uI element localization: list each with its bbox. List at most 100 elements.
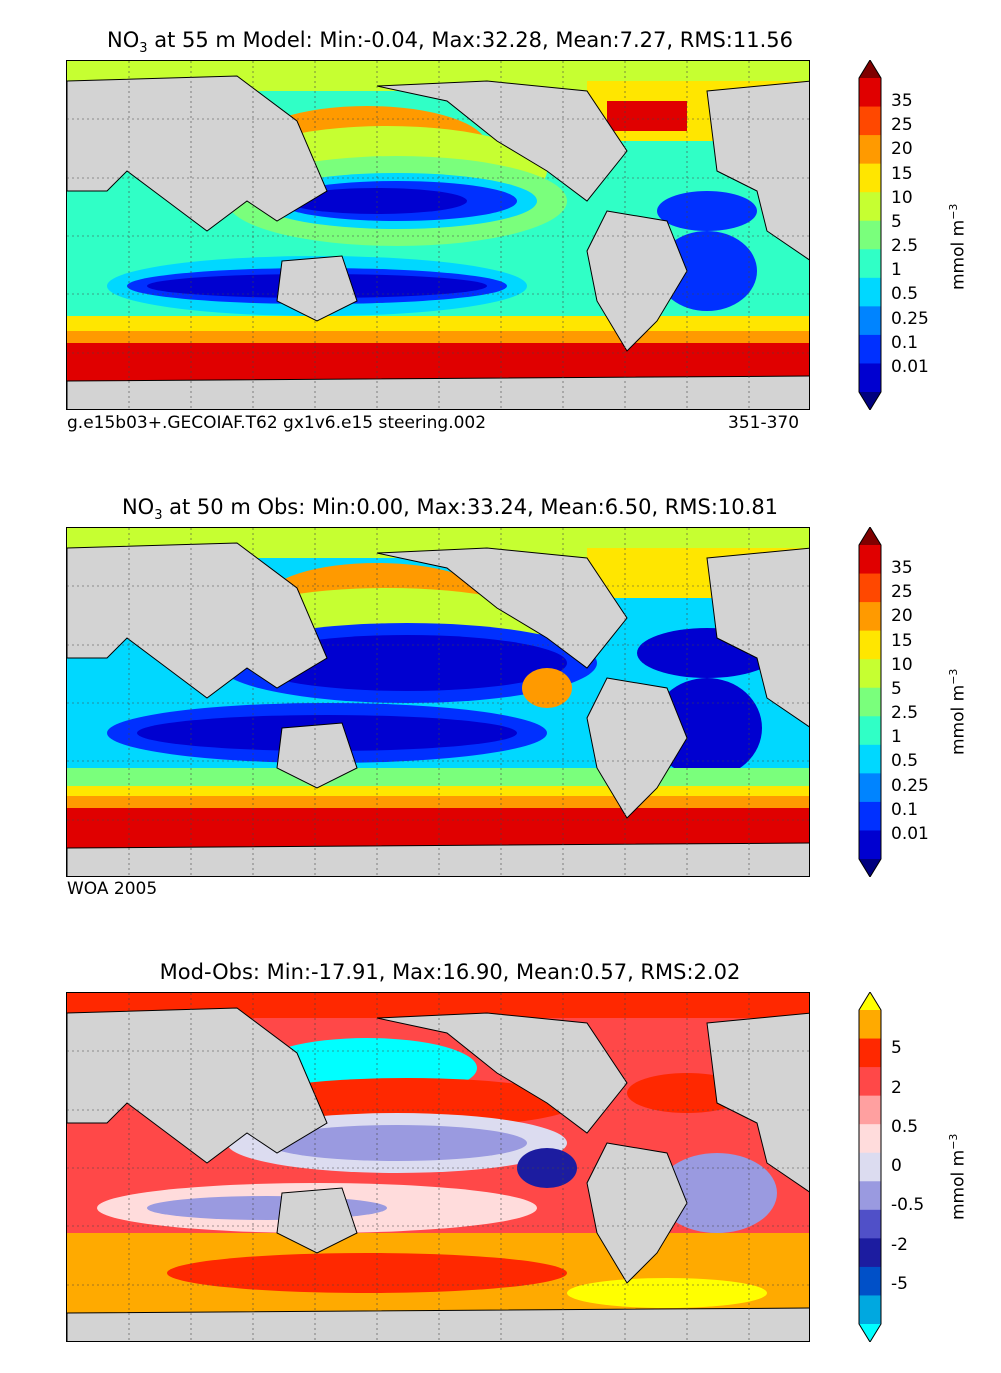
colorbar-segment bbox=[859, 545, 881, 575]
colorbar-segment bbox=[859, 163, 881, 193]
colorbar-segment bbox=[859, 773, 881, 803]
panel2-unit-text: mmol m bbox=[948, 684, 969, 755]
colorbar-segment bbox=[859, 334, 881, 364]
colorbar-tick-label: -5 bbox=[891, 1273, 908, 1294]
colorbar-segment bbox=[859, 1266, 881, 1296]
colorbar-segment bbox=[859, 1095, 881, 1125]
colorbar-tick-label: 15 bbox=[891, 163, 913, 184]
colorbar-top-extend bbox=[859, 992, 881, 1010]
panel2-title: NO3 at 50 m Obs: Min:0.00, Max:33.24, Me… bbox=[0, 495, 900, 523]
panel3-title: Mod-Obs: Min:-17.91, Max:16.90, Mean:0.5… bbox=[0, 960, 900, 984]
colorbar-segment bbox=[859, 1181, 881, 1211]
colorbar-top-extend bbox=[859, 60, 881, 78]
colorbar-tick-label: 20 bbox=[891, 139, 913, 160]
colorbar-tick-label: 15 bbox=[891, 630, 913, 651]
colorbar-segment bbox=[859, 830, 881, 860]
colorbar-tick-label: 5 bbox=[891, 678, 902, 699]
colorbar-segment bbox=[859, 630, 881, 660]
colorbar-segment bbox=[859, 602, 881, 632]
colorbar-segment bbox=[859, 249, 881, 279]
colorbar-bottom-extend bbox=[859, 392, 881, 410]
panel3-unit-sup: −3 bbox=[947, 1133, 960, 1150]
colorbar-segment bbox=[859, 363, 881, 393]
colorbar-tick-label: 10 bbox=[891, 654, 913, 675]
panel1-title-sub: 3 bbox=[139, 41, 148, 57]
colorbar-top-extend bbox=[859, 527, 881, 545]
panel1-colorbar-unit: mmol m−3 bbox=[947, 204, 969, 290]
panel3-colorbar-svg bbox=[858, 991, 882, 1343]
colorbar-tick-label: 25 bbox=[891, 115, 913, 136]
colorbar-segment bbox=[859, 1209, 881, 1239]
colorbar-tick-label: 10 bbox=[891, 187, 913, 208]
colorbar-tick-label: 0.01 bbox=[891, 823, 929, 844]
colorbar-segment bbox=[859, 1010, 881, 1040]
colorbar-tick-label: 1 bbox=[891, 727, 902, 748]
colorbar-tick-label: 0 bbox=[891, 1156, 902, 1176]
panel2-title-var: NO bbox=[121, 495, 155, 519]
panel2-colorbar bbox=[855, 526, 885, 881]
colorbar-tick-label: 0.1 bbox=[891, 799, 919, 820]
colorbar-segment bbox=[859, 1067, 881, 1097]
colorbar-segment bbox=[859, 135, 881, 165]
colorbar-segment bbox=[859, 659, 881, 689]
panel2-colorbar-unit: mmol m−3 bbox=[947, 669, 969, 755]
colorbar-segment bbox=[859, 573, 881, 603]
colorbar-segment bbox=[859, 192, 881, 222]
colorbar-tick-label: 0.5 bbox=[891, 751, 919, 772]
colorbar-tick-label: 5 bbox=[891, 211, 902, 232]
panel2-caption-left: WOA 2005 bbox=[67, 879, 158, 899]
panel1-unit-text: mmol m bbox=[948, 219, 969, 290]
colorbar-outline bbox=[858, 991, 882, 1343]
colorbar-segment bbox=[859, 78, 881, 108]
colorbar-segment bbox=[859, 716, 881, 746]
colorbar-tick-label: 5 bbox=[891, 1038, 902, 1059]
colorbar-segment bbox=[859, 744, 881, 774]
colorbar-tick-label: 2.5 bbox=[891, 236, 919, 257]
colorbar-tick-label: 0.1 bbox=[891, 332, 919, 353]
colorbar-tick-label: 2.5 bbox=[891, 703, 919, 724]
colorbar-tick-label: 0.25 bbox=[891, 775, 929, 796]
colorbar-outline bbox=[858, 526, 882, 878]
colorbar-tick-label: -0.5 bbox=[891, 1195, 925, 1216]
colorbar-tick-label: 0.5 bbox=[891, 284, 919, 305]
panel3-unit-text: mmol m bbox=[948, 1149, 969, 1220]
colorbar-tick-label: 0.01 bbox=[891, 356, 929, 377]
panel1-title: NO3 at 55 m Model: Min:-0.04, Max:32.28,… bbox=[0, 28, 900, 56]
panel1-title-rest: at 55 m Model: Min:-0.04, Max:32.28, Mea… bbox=[147, 28, 793, 52]
colorbar-segment bbox=[859, 277, 881, 307]
colorbar-segment bbox=[859, 801, 881, 831]
panel1-colorbar-svg bbox=[858, 59, 882, 411]
panel2-title-rest: at 50 m Obs: Min:0.00, Max:33.24, Mean:6… bbox=[162, 495, 779, 519]
panel3-map bbox=[66, 992, 810, 1342]
panel1-map bbox=[66, 60, 810, 410]
panel3-title-rest: Mod-Obs: Min:-17.91, Max:16.90, Mean:0.5… bbox=[159, 960, 741, 984]
panel2-title-sub: 3 bbox=[154, 508, 163, 524]
colorbar-segment bbox=[859, 220, 881, 250]
colorbar-tick-label: -2 bbox=[891, 1234, 908, 1255]
panel1-title-var: NO bbox=[107, 28, 140, 52]
colorbar-tick-label: 35 bbox=[891, 558, 913, 579]
colorbar-segment bbox=[859, 1152, 881, 1182]
colorbar-segment bbox=[859, 1295, 881, 1325]
colorbar-outline bbox=[858, 59, 882, 411]
panel2-map bbox=[66, 527, 810, 877]
panel1-colorbar bbox=[855, 59, 885, 414]
panel1-unit-sup: −3 bbox=[947, 203, 960, 220]
colorbar-tick-label: 25 bbox=[891, 582, 913, 603]
panel2-colorbar-svg bbox=[858, 526, 882, 878]
panel1-caption-left: g.e15b03+.GECOIAF.T62 gx1v6.e15 steering… bbox=[67, 413, 487, 433]
colorbar-segment bbox=[859, 306, 881, 336]
panel2-unit-sup: −3 bbox=[947, 668, 960, 685]
colorbar-segment bbox=[859, 1124, 881, 1154]
panel1-caption-right: 351-370 bbox=[728, 413, 800, 433]
colorbar-tick-label: 1 bbox=[891, 260, 902, 281]
colorbar-segment bbox=[859, 106, 881, 136]
colorbar-tick-label: 35 bbox=[891, 91, 913, 112]
colorbar-segment bbox=[859, 1238, 881, 1268]
colorbar-tick-label: 20 bbox=[891, 606, 913, 627]
colorbar-segment bbox=[859, 687, 881, 717]
colorbar-bottom-extend bbox=[859, 859, 881, 877]
colorbar-segment bbox=[859, 1038, 881, 1068]
panel3-colorbar-unit: mmol m−3 bbox=[947, 1134, 969, 1220]
colorbar-tick-label: 0.25 bbox=[891, 308, 929, 329]
